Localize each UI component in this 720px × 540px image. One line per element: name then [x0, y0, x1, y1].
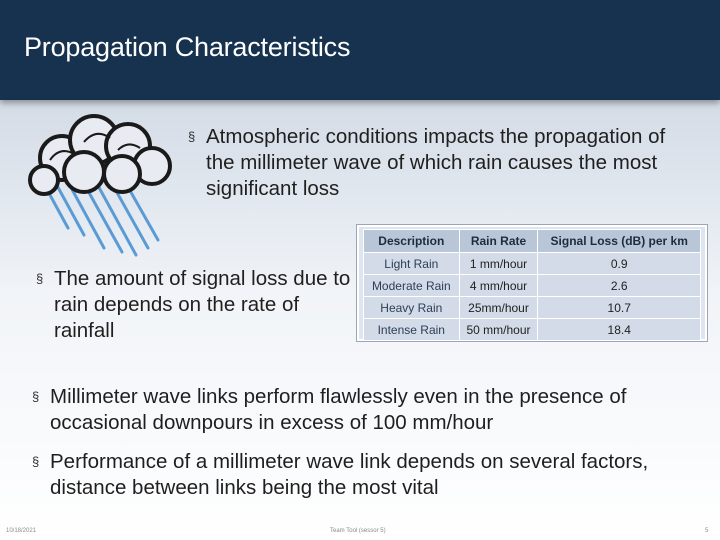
header-rain-rate: Rain Rate — [458, 229, 539, 253]
cell-rain-rate: 4 mm/hour — [458, 274, 539, 297]
bullet-marker: § — [32, 454, 40, 469]
bullet-signal-loss: § The amount of signal loss due to rain … — [36, 266, 356, 344]
title-bar: Propagation Characteristics — [0, 0, 720, 100]
bullet-performance: § Performance of a millimeter wave link … — [32, 449, 712, 501]
footer-center-text: Team Tool (sessor 5) — [330, 528, 386, 534]
cell-rain-rate: 50 mm/hour — [458, 318, 539, 341]
footer-page-number: 5 — [705, 528, 709, 534]
bullet-marker: § — [32, 389, 40, 404]
rain-streaks — [42, 178, 160, 257]
table-row: Heavy Rain 25mm/hour 10.7 — [363, 296, 701, 319]
rain-cloud-icon — [28, 114, 172, 257]
cell-signal-loss: 10.7 — [537, 296, 701, 319]
table-header-row: Description Rain Rate Signal Loss (dB) p… — [363, 229, 701, 253]
bullet-marker: § — [36, 271, 44, 286]
bullet-text: Millimeter wave links perform flawlessly… — [50, 385, 627, 434]
cell-signal-loss: 2.6 — [537, 274, 701, 297]
bullet-text: Performance of a millimeter wave link de… — [50, 450, 649, 499]
bullet-flawless-links: § Millimeter wave links perform flawless… — [32, 384, 712, 436]
bullet-atmospheric: § Atmospheric conditions impacts the pro… — [188, 124, 688, 202]
bullet-marker: § — [188, 129, 196, 144]
table-row: Intense Rain 50 mm/hour 18.4 — [363, 318, 701, 341]
cell-signal-loss: 0.9 — [537, 252, 701, 275]
cell-signal-loss: 18.4 — [537, 318, 701, 341]
header-description: Description — [363, 229, 460, 253]
cell-description: Light Rain — [363, 252, 460, 275]
table-row: Moderate Rain 4 mm/hour 2.6 — [363, 274, 701, 297]
table-row: Light Rain 1 mm/hour 0.9 — [363, 252, 701, 275]
cell-description: Intense Rain — [363, 318, 460, 341]
cell-rain-rate: 25mm/hour — [458, 296, 539, 319]
header-signal-loss: Signal Loss (dB) per km — [537, 229, 701, 253]
slide-title: Propagation Characteristics — [24, 32, 351, 62]
bullet-text: The amount of signal loss due to rain de… — [54, 267, 351, 342]
rain-loss-table-frame: Description Rain Rate Signal Loss (dB) p… — [356, 224, 708, 342]
rain-loss-table: Description Rain Rate Signal Loss (dB) p… — [363, 229, 701, 341]
footer-date: 10/18/2021 — [6, 528, 37, 534]
cell-description: Heavy Rain — [363, 296, 460, 319]
cloud-shape — [28, 114, 172, 196]
bullet-text: Atmospheric conditions impacts the propa… — [206, 125, 666, 200]
cell-rain-rate: 1 mm/hour — [458, 252, 539, 275]
cell-description: Moderate Rain — [363, 274, 460, 297]
